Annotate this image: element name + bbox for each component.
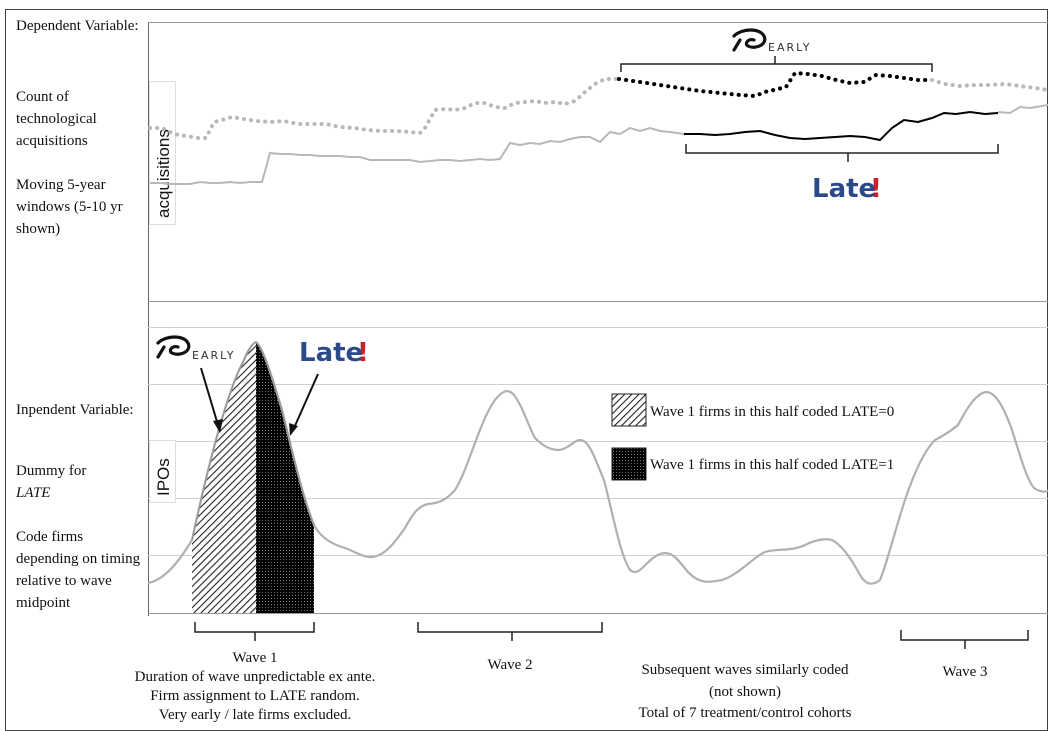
- ipos-label-box: [149, 440, 176, 503]
- count-label: Count of technological acquisitions: [16, 89, 97, 149]
- late-logo-bottom-mark: !: [357, 338, 369, 368]
- wave1-peak-outline: [191, 341, 315, 541]
- code-firms-label: Code firms depending on timing relative …: [16, 529, 141, 611]
- acquisitions-grey-dotted-tail: [930, 78, 1048, 92]
- acquisitions-axis-label: acquisitions: [154, 129, 173, 218]
- wave3-brace: [900, 630, 1029, 649]
- legend-solid-label: Wave 1 firms in this half coded LATE=1: [650, 457, 894, 473]
- subsequent-waves-2: (not shown): [708, 684, 782, 700]
- subsequent-waves-3: Total of 7 treatment/control cohorts: [638, 705, 852, 721]
- dummy-prefix: Dummy for: [16, 463, 87, 479]
- wave1-label: Wave 1: [232, 650, 278, 666]
- early-logo-bottom: EARLY: [156, 335, 236, 362]
- wave2-brace: [417, 622, 603, 641]
- acquisitions-grey-solid-tail: [997, 104, 1048, 115]
- dummy-variable: LATE: [16, 485, 51, 501]
- late-logo-bottom: Late !: [299, 338, 369, 368]
- early-logo-top-text: EARLY: [768, 41, 812, 54]
- wave2-label: Wave 2: [487, 657, 533, 673]
- early-logo-bottom-text: EARLY: [192, 349, 236, 362]
- acquisitions-label-box: [149, 81, 176, 225]
- windows-label: Moving 5-year windows (5-10 yr shown): [16, 177, 123, 237]
- subsequent-waves-1: Subsequent waves similarly coded: [641, 662, 849, 678]
- late-logo-top-mark: !: [870, 174, 882, 204]
- ipos-axis-label: IPOs: [154, 458, 173, 496]
- acquisitions-grey-dotted-line: [148, 77, 621, 140]
- acquisitions-early-dotted-line: [617, 70, 934, 99]
- legend-hatched-swatch: [611, 393, 647, 427]
- wave1-brace: [194, 622, 315, 641]
- wave3-label: Wave 3: [942, 664, 988, 680]
- independent-variable-title: Inpendent Variable:: [16, 402, 134, 418]
- acquisitions-grey-solid-line: [150, 126, 685, 185]
- late-arrow: [293, 373, 319, 429]
- wave1-note-1: Duration of wave unpredictable ex ante.: [134, 669, 376, 685]
- legend-solid-swatch: [611, 447, 647, 481]
- late-logo-top-text: Late: [812, 174, 876, 204]
- wave1-note-2: Firm assignment to LATE random.: [150, 688, 360, 704]
- late-logo-bottom-text: Late: [299, 338, 363, 368]
- early-arrow-head: [213, 419, 223, 433]
- late-brace: [685, 144, 999, 162]
- dummy-label: Dummy for LATE: [16, 460, 141, 504]
- wave1-late-half-solid: [256, 342, 314, 613]
- legend-hatched-label: Wave 1 firms in this half coded LATE=0: [650, 404, 894, 420]
- early-arrow: [200, 367, 219, 426]
- wave1-note-3: Very early / late firms excluded.: [158, 707, 352, 723]
- wave1-early-half-hatched: [192, 342, 256, 613]
- late-arrow-head: [289, 423, 298, 436]
- early-brace: [620, 56, 933, 72]
- acquisitions-late-line: [684, 110, 999, 142]
- early-logo-top: EARLY: [732, 28, 812, 54]
- late-logo-top: Late !: [812, 174, 882, 204]
- dependent-variable-title: Dependent Variable:: [16, 18, 139, 34]
